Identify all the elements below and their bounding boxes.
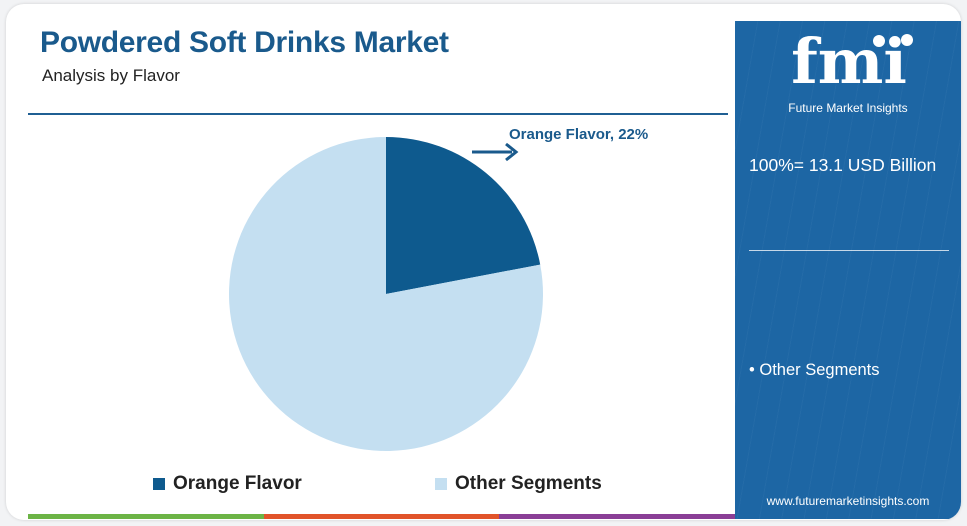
panel-divider [749,250,949,251]
chart-title: Powdered Soft Drinks Market [40,26,449,59]
market-total: 100%= 13.1 USD Billion [749,155,937,175]
legend-item-other-segments: Other Segments [435,473,602,495]
pie-slices [229,137,544,451]
bar-segment-orange [263,514,500,519]
panel-segment-note: • Other Segments [749,361,880,379]
bar-segment-green [28,514,264,519]
legend-item-orange-flavor: Orange Flavor [153,473,302,495]
website-link[interactable]: www.futuremarketinsights.com [766,494,930,508]
annotation-arrow [472,142,519,162]
title-divider [28,113,728,115]
logo-icon-dot [873,35,885,47]
chart-subtitle: Analysis by Flavor [42,66,180,85]
bar-segment-purple [499,514,736,519]
info-panel: fmi Future Market Insights 100%= 13.1 US… [735,21,961,519]
legend-label: Orange Flavor [173,473,302,494]
pie-chart: Orange Flavor, 22% [229,126,648,451]
legend: Orange Flavor Other Segments [6,473,726,503]
slice-annotation: Orange Flavor, 22% [509,126,648,143]
legend-swatch [435,478,447,490]
pie-slice-orange-flavor [386,137,541,294]
legend-swatch [153,478,165,490]
logo-caption: Future Market Insights [788,101,908,115]
logo-text: fmi [791,31,907,91]
fmi-logo: fmi [791,31,913,91]
bottom-color-bar [28,514,736,519]
pie-slice-other-segments [229,137,544,451]
legend-label: Other Segments [455,473,602,494]
chart-card: Powdered Soft Drinks Market Analysis by … [6,4,961,520]
logo-icon-dot [901,34,913,46]
